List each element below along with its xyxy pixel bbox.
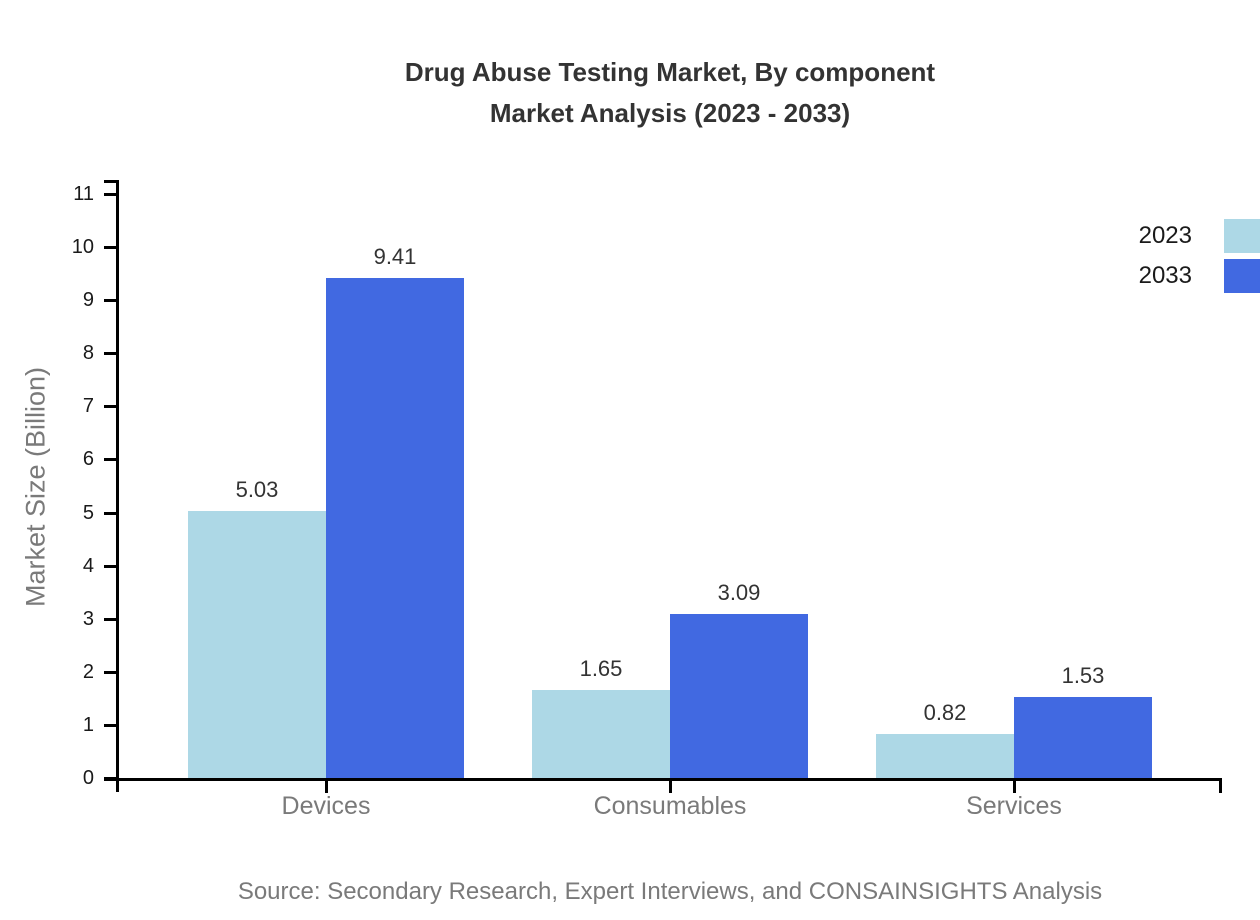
x-tick (325, 778, 328, 793)
y-tick (104, 299, 117, 302)
chart-title-line2: Market Analysis (2023 - 2033) (489, 98, 851, 128)
legend-item: 2033 (1126, 259, 1260, 293)
y-tick (104, 512, 117, 515)
y-tick-label: 1 (82, 714, 94, 736)
y-tick-label: 0 (82, 767, 94, 789)
plot-area: 5.03 1.65 0.82 9.41 3.09 1.53 (118, 194, 1222, 778)
chart-title-line1: Drug Abuse Testing Market, By component (404, 57, 936, 87)
value-label: 5.03 (235, 477, 279, 502)
y-tick-label: 7 (82, 395, 94, 417)
value-label: 1.65 (579, 656, 623, 681)
y-tick (104, 618, 117, 621)
category-label: Consumables (593, 792, 747, 820)
x-axis-line (104, 778, 1222, 781)
bar-2033-services (1014, 697, 1152, 778)
y-tick-label: 10 (71, 236, 94, 258)
y-tick (104, 671, 117, 674)
source-note: Source: Secondary Research, Expert Inter… (237, 878, 1103, 905)
bar-2023-devices (188, 511, 326, 778)
y-tick (104, 246, 117, 249)
y-tick-label: 4 (82, 555, 94, 577)
legend-label: 2023 (1138, 222, 1192, 249)
y-axis-line (116, 180, 119, 792)
bar-2033-devices (326, 278, 464, 778)
y-tick (104, 405, 117, 408)
bar-2033-consumables (670, 614, 808, 778)
y-tick-label: 3 (82, 608, 94, 630)
y-tick (104, 565, 117, 568)
y-tick (104, 458, 117, 461)
category-label: Services (966, 792, 1062, 820)
y-tick (104, 777, 117, 780)
legend-label: 2033 (1138, 262, 1192, 289)
chart-title: Drug Abuse Testing Market, By component … (90, 52, 1250, 134)
bar-2023-services (876, 734, 1014, 778)
y-tick (104, 724, 117, 727)
x-axis-end-tick (1219, 778, 1222, 793)
value-label: 0.82 (923, 700, 967, 725)
y-tick-label: 6 (82, 448, 94, 470)
value-label: 1.53 (1061, 663, 1105, 688)
y-axis-end-tick (104, 180, 119, 183)
y-tick (104, 352, 117, 355)
legend-swatch (1224, 259, 1260, 293)
value-label: 3.09 (717, 580, 761, 605)
x-tick (669, 778, 672, 793)
legend: 2023 2033 (1126, 219, 1260, 299)
category-label: Devices (281, 792, 371, 820)
legend-item: 2023 (1126, 219, 1260, 253)
y-tick-label: 9 (82, 289, 94, 311)
y-tick-label: 8 (82, 342, 94, 364)
y-tick-label: 5 (82, 502, 94, 524)
bar-2023-consumables (532, 690, 670, 778)
legend-swatch (1224, 219, 1260, 253)
value-label: 9.41 (373, 244, 417, 269)
y-tick-label: 2 (82, 661, 94, 683)
y-tick (104, 193, 117, 196)
y-tick-label: 11 (73, 183, 94, 205)
x-tick (1013, 778, 1016, 793)
